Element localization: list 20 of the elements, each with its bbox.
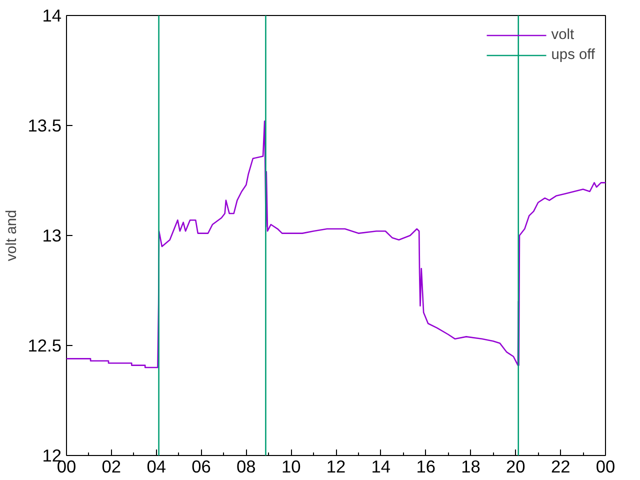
legend-label: volt (551, 27, 574, 43)
x-tick-label: 02 (102, 456, 122, 476)
y-tick-label: 12.5 (28, 336, 62, 356)
y-tick-label: 14 (42, 6, 62, 26)
y-tick-label: 13.5 (28, 116, 62, 136)
x-tick-label: 12 (326, 456, 346, 476)
y-tick-label: 13 (42, 226, 62, 246)
x-tick-label: 10 (281, 456, 301, 476)
x-tick-label: 14 (371, 456, 391, 476)
x-tick-label: 22 (550, 456, 570, 476)
x-tick-label: 18 (461, 456, 480, 476)
x-tick-label: 20 (506, 456, 526, 476)
legend-label: ups off (551, 47, 595, 63)
y-axis-title: volt and (4, 210, 20, 262)
x-tick-label: 00 (596, 456, 616, 476)
line-series (66, 120, 606, 368)
x-tick-label: 08 (236, 456, 256, 476)
x-tick-label: 16 (416, 456, 436, 476)
x-tick-label: 04 (146, 456, 166, 476)
x-tick-label: 06 (192, 456, 211, 476)
